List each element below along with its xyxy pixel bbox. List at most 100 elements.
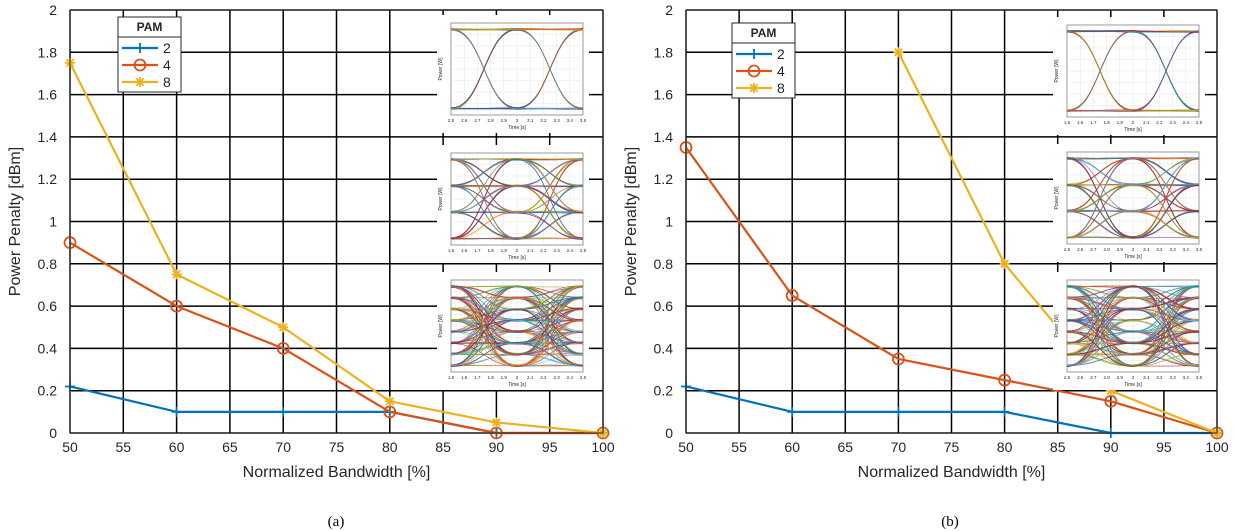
inset-x-label: Time [s] — [1124, 382, 1142, 388]
inset-x-tick-label: 2.3 — [1169, 120, 1176, 125]
inset-x-tick-label: 3.4 — [1183, 247, 1190, 252]
x-tick-label: 65 — [222, 439, 238, 455]
eye-trace — [450, 296, 584, 320]
inset-x-tick-label: 2.7 — [1090, 375, 1097, 380]
inset-x-tick-label: 2.3 — [553, 375, 560, 380]
inset-x-label: Time [s] — [1124, 127, 1142, 133]
inset-x-tick-label: 1.6 — [461, 375, 468, 380]
data-point-pam-8 — [384, 396, 395, 407]
inset-x-tick-label: 2.4 — [1183, 120, 1190, 125]
legend-label-pam-4: 4 — [163, 57, 171, 73]
inset-x-tick-label: 1.8 — [487, 248, 494, 253]
inset-x-label: Time [s] — [508, 382, 526, 388]
eye-trace — [1066, 285, 1200, 366]
eye-trace — [1066, 286, 1200, 355]
data-point-pam-4 — [998, 373, 1011, 387]
inset-x-tick-label: 2.2 — [540, 375, 547, 380]
inset-x-tick-label: 2.1 — [527, 375, 534, 380]
x-tick-label: 85 — [435, 439, 451, 455]
y-tick-label: 0.2 — [654, 383, 674, 399]
eye-trace — [450, 296, 584, 321]
eye-trace — [1066, 320, 1200, 365]
x-tick-label: 60 — [784, 439, 800, 455]
eye-trace — [1066, 184, 1200, 238]
inset-x-tick-label: 2.8 — [487, 118, 494, 123]
eye-trace — [450, 185, 584, 240]
eye-diagram-pam2: Power [W] 2.5 2.6 2.7 2.8 2.9 3 3.1 3.2 3.3 3.4 3.5… — [437, 15, 589, 133]
inset-x-tick-label: 2.4 — [567, 375, 574, 380]
data-point-pam-8 — [491, 417, 502, 428]
data-point-pam-2 — [278, 406, 289, 417]
x-tick-label: 75 — [944, 439, 960, 455]
eye-trace — [1066, 285, 1200, 343]
eye-diagram-pam8: Power [W] 1.5 1.6 1.7 1.8 1.9 2 2.1 2.2 2.3 2.4 2.5… — [437, 272, 589, 390]
y-axis-label: Power Penalty [dBm] — [623, 147, 640, 296]
legend-marker-pam-2 — [749, 49, 759, 59]
inset-x-tick-label: 2.2 — [540, 248, 547, 253]
data-point-pam-8 — [999, 258, 1010, 269]
data-point-pam-4 — [892, 352, 905, 366]
y-tick-label: 0.8 — [38, 256, 58, 272]
y-tick-label: 1.8 — [38, 44, 58, 60]
y-tick-label: 0.6 — [38, 298, 58, 314]
y-tick-label: 1.2 — [38, 171, 58, 187]
x-axis-label: Normalized Bandwidth [%] — [858, 464, 1046, 481]
panel-caption: (b) — [941, 514, 959, 530]
legend-box — [731, 22, 796, 99]
eye-trace — [450, 159, 584, 214]
eye-trace — [450, 28, 584, 110]
inset-x-tick-label: 2.6 — [1077, 375, 1084, 380]
eye-trace — [1066, 31, 1200, 112]
y-tick-label: 1 — [665, 214, 673, 230]
y-tick-label: 1 — [49, 214, 57, 230]
x-tick-label: 95 — [542, 439, 558, 455]
inset-x-tick-label: 3.3 — [1169, 247, 1176, 252]
inset-x-tick-label: 1.8 — [1103, 120, 1110, 125]
x-tick-label: 80 — [997, 439, 1013, 455]
x-tick-label: 90 — [1103, 439, 1119, 455]
eye-trace — [1066, 320, 1200, 344]
eye-trace — [1066, 157, 1200, 212]
inset-x-tick-label: 2 — [516, 248, 519, 253]
legend-label-pam-8: 8 — [777, 80, 785, 96]
inset-x-tick-label: 2.8 — [1103, 247, 1110, 252]
eye-trace — [450, 285, 584, 344]
eye-trace — [450, 285, 584, 343]
eye-trace — [450, 309, 584, 365]
x-tick-label: 80 — [382, 439, 398, 455]
inset-x-tick-label: 3.2 — [1156, 375, 1163, 380]
inset-x-tick-label: 2 — [1132, 120, 1135, 125]
data-point-pam-2 — [787, 406, 798, 417]
legend-marker-pam-8 — [749, 83, 759, 93]
y-axis-label: Power Penalty [dBm] — [7, 147, 24, 296]
inset-x-label: Time [s] — [508, 125, 526, 131]
y-tick-label: 1.6 — [38, 87, 58, 103]
inset-x-tick-label: 3.1 — [1143, 247, 1150, 252]
eye-trace — [450, 307, 584, 332]
inset-y-label: Power [W] — [438, 314, 444, 338]
y-tick-label: 0.4 — [38, 340, 58, 356]
data-point-pam-4 — [785, 289, 799, 302]
inset-x-tick-label: 2.5 — [1064, 247, 1071, 252]
eye-trace — [450, 159, 584, 240]
eye-trace — [1066, 157, 1200, 186]
data-point-pam-4 — [276, 341, 290, 355]
eye-trace — [1066, 210, 1200, 239]
legend-label-pam-4: 4 — [777, 63, 785, 79]
inset-x-label: Time [s] — [1124, 254, 1142, 260]
inset-x-tick-label: 2.6 — [461, 118, 468, 123]
inset-x-tick-label: 3.1 — [527, 118, 534, 123]
inset-x-tick-label: 2.8 — [1103, 375, 1110, 380]
inset-x-tick-label: 3.4 — [567, 118, 574, 123]
data-point-pam-4 — [1104, 394, 1118, 408]
inset-x-tick-label: 3 — [1132, 247, 1135, 252]
x-tick-label: 70 — [891, 439, 907, 455]
eye-trace — [1066, 353, 1200, 367]
eye-trace — [1066, 157, 1200, 237]
eye-trace — [1066, 286, 1200, 355]
series-pam-4 — [679, 141, 1224, 440]
legend-marker-pam-4 — [133, 58, 147, 72]
inset-x-tick-label: 2.9 — [1117, 375, 1124, 380]
eye-trace — [1066, 30, 1200, 33]
inset-x-tick-label: 2.6 — [1077, 247, 1084, 252]
